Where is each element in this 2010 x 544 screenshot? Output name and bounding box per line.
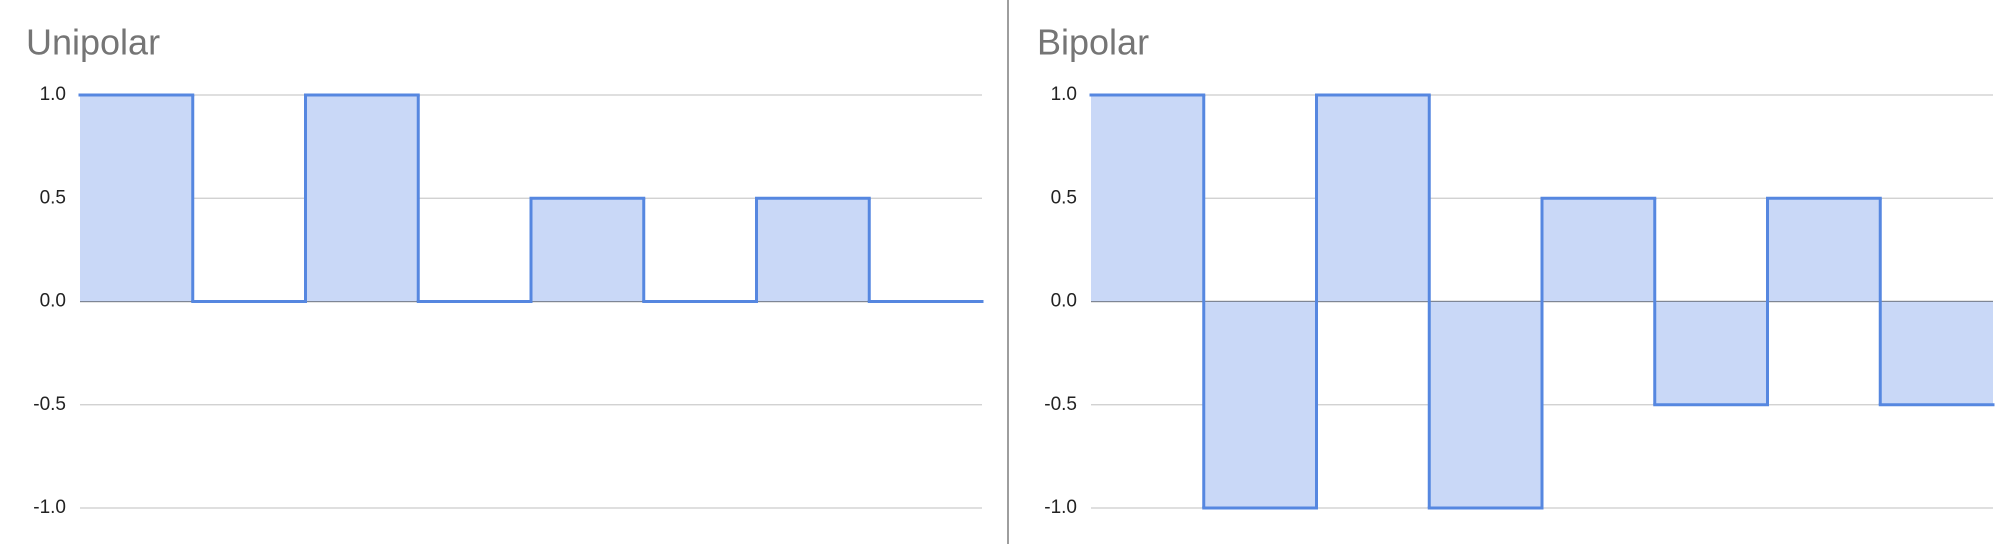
y-tick-label: 0.0: [40, 291, 66, 312]
y-tick-label: 0.0: [1051, 291, 1077, 312]
area-segment: [1880, 301, 1993, 405]
y-tick-label: -0.5: [1044, 394, 1077, 415]
area-segment: [1429, 301, 1542, 508]
y-tick-label: 0.5: [40, 187, 66, 208]
y-tick-label: -1.0: [33, 497, 66, 518]
area-segment: [1091, 95, 1204, 302]
area-segment: [1654, 301, 1768, 405]
chart-title: Unipolar: [26, 22, 160, 63]
area-segment: [1203, 301, 1317, 508]
y-tick-label: -0.5: [33, 394, 66, 415]
y-tick-label: -1.0: [1044, 497, 1077, 518]
area-segment: [305, 95, 419, 302]
area-segment: [1316, 95, 1430, 302]
y-tick-label: 1.0: [40, 84, 66, 105]
y-tick-label: 0.5: [1051, 187, 1077, 208]
area-segment: [756, 198, 870, 302]
y-tick-label: 1.0: [1051, 84, 1077, 105]
chart-title: Bipolar: [1037, 22, 1149, 63]
area-segment: [80, 95, 193, 302]
area-segment: [1542, 198, 1655, 302]
area-segment: [1767, 198, 1881, 302]
area-segment: [531, 198, 644, 302]
